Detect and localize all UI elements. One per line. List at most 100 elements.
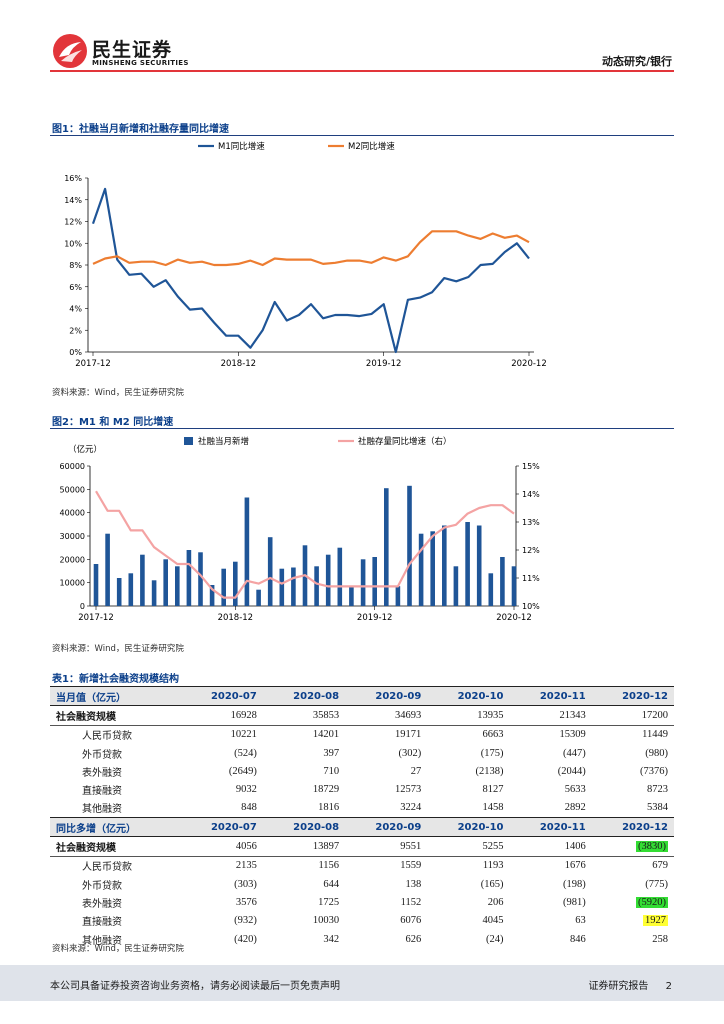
table-cell: 14201	[312, 729, 340, 741]
table-cell: 4045	[482, 915, 504, 927]
x-tick-label: 2019-12	[366, 359, 402, 369]
table-row: 人民币贷款 2135 1156 1559 1193 1676 679	[50, 856, 674, 875]
table-header-row: 同比多增（亿元） 2020-07 2020-08 2020-09 2020-10 2020…	[50, 817, 674, 838]
x-tick-label: 2017-12	[75, 359, 111, 369]
y2-tick-label: 15%	[522, 462, 540, 471]
figure2-source: 资料来源：Wind，民生证券研究院	[52, 644, 184, 654]
x-tick-label: 2020-12	[496, 613, 532, 623]
bar	[372, 557, 377, 606]
bar	[140, 554, 145, 606]
footer-page-info: 证券研究报告 2	[588, 977, 672, 992]
footer-bar	[0, 965, 724, 1001]
table-cell: (303)	[234, 878, 257, 890]
bar	[151, 580, 157, 606]
table-cell: 63	[575, 915, 586, 927]
table-header-label: 同比多增（亿元）	[50, 817, 181, 838]
table-cell: 1725	[318, 896, 340, 908]
figure1-rule	[50, 135, 674, 136]
table-cell: (302)	[398, 747, 422, 759]
bar	[256, 589, 261, 606]
table-cell: (2044)	[557, 765, 586, 777]
table-header-period: 2020-11	[509, 685, 592, 707]
bar	[360, 559, 366, 606]
table-header-row: 当月值（亿元） 2020-07 2020-08 2020-09 2020-10 2020-…	[50, 685, 674, 707]
x-tick-label: 2018-12	[218, 613, 254, 623]
y2-tick-label: 11%	[522, 574, 540, 583]
financing-structure-table: 当月值（亿元） 2020-07 2020-08 2020-09 2020-10 2020-…	[50, 685, 674, 948]
bar	[244, 497, 250, 606]
brand-name-en: MINSHENG SECURITIES	[92, 59, 189, 67]
bar	[349, 587, 354, 606]
x-tick-label: 2017-12	[78, 613, 114, 623]
highlighted-value: (5920)	[636, 896, 668, 908]
table-row: 表外融资 (2649) 710 27 (2138) (2044) (7376)	[50, 762, 674, 780]
y2-tick-label: 12%	[522, 546, 540, 555]
table-cell: 5255	[427, 836, 510, 857]
row-label: 人民币贷款	[82, 731, 132, 743]
bar	[267, 537, 273, 606]
bar	[500, 557, 505, 606]
table-cell: 1458	[482, 802, 504, 814]
table-header-period: 2020-09	[345, 817, 428, 838]
bar	[442, 525, 447, 606]
table-cell: 138	[405, 878, 422, 890]
bar	[186, 550, 192, 606]
table-cell: (447)	[562, 747, 586, 759]
table-header-period: 2020-11	[509, 817, 592, 838]
table-header-period: 2020-12	[591, 685, 674, 707]
table-cell: 397	[323, 747, 340, 759]
table-row: 直接融资 (932) 10030 6076 4045 63 1927	[50, 912, 674, 930]
y-tick-label: 30000	[60, 532, 85, 541]
y-tick-label: 6%	[69, 283, 82, 292]
y2-tick-label: 14%	[522, 490, 540, 499]
page-number: 2	[665, 981, 672, 992]
report-type: 动态研究/银行	[601, 55, 672, 68]
table-cell: 848	[241, 802, 257, 814]
y-tick-label: 4%	[69, 305, 82, 314]
table-row: 人民币贷款 10221 14201 19171 6663 15309 11449	[50, 725, 674, 744]
table-cell: 10030	[312, 915, 340, 927]
bar	[453, 566, 459, 606]
bar	[116, 578, 122, 606]
row-label: 直接融资	[82, 786, 122, 798]
table-cell: (175)	[480, 747, 504, 759]
table-cell: 4056	[180, 836, 263, 857]
table-cell: 6076	[400, 915, 422, 927]
table-row: 社会融资规模 16928 35853 34693 13935 21343 17200	[50, 705, 674, 726]
y2-tick-label: 13%	[522, 518, 540, 527]
bar	[291, 567, 296, 606]
table-cell: 10221	[230, 729, 257, 741]
legend-label: M2同比增速	[348, 141, 395, 152]
table-header-period: 2020-08	[262, 817, 346, 838]
footer-report-label: 证券研究报告	[588, 981, 649, 992]
table-cell: 5633	[564, 784, 586, 796]
bar	[314, 566, 319, 606]
table-cell: 342	[323, 933, 340, 945]
bar	[465, 522, 470, 606]
chart-social-financing: （亿元） 0 10000 20000 30000 40000 50000 60000 10% 11…	[60, 436, 541, 623]
table-cell: (420)	[234, 933, 257, 945]
table-cell: 846	[569, 933, 586, 945]
bar	[337, 547, 343, 606]
bar	[325, 554, 331, 606]
table1-title: 表1：新增社会融资规模结构	[52, 674, 179, 685]
table-cell: 710	[323, 765, 340, 777]
row-label: 外币贷款	[82, 749, 122, 761]
table-cell: (2138)	[475, 765, 504, 777]
table-cell: 35853	[262, 705, 346, 726]
table1-source: 资料来源：Wind，民生证券研究院	[52, 944, 184, 954]
bar	[279, 568, 285, 606]
figure1-source: 资料来源：Wind，民生证券研究院	[52, 388, 184, 398]
table-cell: 1156	[318, 860, 340, 872]
table-header-period: 2020-07	[180, 817, 263, 838]
table-row: 其他融资 848 1816 3224 1458 2892 5384	[50, 799, 674, 818]
y-tick-label: 16%	[64, 174, 82, 183]
highlighted-value: (3830)	[636, 841, 668, 853]
row-label: 表外融资	[82, 767, 122, 779]
minsheng-logo-icon	[53, 34, 87, 68]
table-cell: 1559	[400, 860, 422, 872]
bar	[430, 531, 435, 606]
series-line-m1	[91, 187, 530, 354]
table-cell: 12573	[395, 784, 422, 796]
legend-label: 社融存量同比增速（右）	[358, 436, 452, 447]
